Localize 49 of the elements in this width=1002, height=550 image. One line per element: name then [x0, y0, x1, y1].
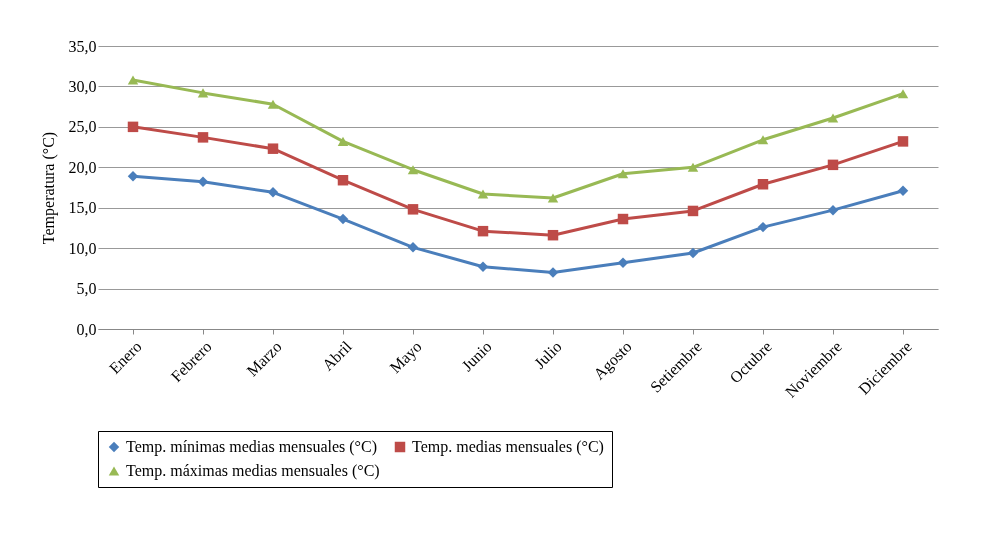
y-tick-label: 25,0 — [68, 118, 97, 136]
point — [617, 257, 629, 268]
point — [407, 165, 419, 175]
y-tick-label: 10,0 — [68, 239, 97, 257]
point — [547, 229, 559, 241]
point — [757, 179, 769, 190]
point — [407, 204, 419, 215]
point — [897, 89, 909, 99]
y-axis-title: Temperatura (°C) — [39, 131, 58, 245]
point — [687, 162, 699, 172]
point — [407, 242, 419, 253]
point — [617, 213, 629, 225]
legend-label: Temp. medias mensuales (°C) — [412, 438, 604, 456]
x-tick-label: Julio — [530, 337, 565, 372]
point — [687, 247, 699, 259]
point — [197, 132, 209, 143]
y-tick-label: 15,0 — [68, 199, 97, 217]
point — [827, 113, 839, 123]
point — [477, 261, 489, 272]
point — [757, 221, 769, 233]
point — [827, 204, 839, 216]
y-tick-label: 35,0 — [68, 37, 97, 55]
point — [547, 267, 559, 278]
y-tick-label: 30,0 — [68, 77, 97, 95]
point — [897, 185, 909, 196]
point — [127, 121, 139, 133]
point — [477, 189, 489, 199]
point — [127, 170, 139, 182]
y-tick-label: 20,0 — [68, 158, 97, 176]
legend-label: Temp. máximas medias mensuales (°C) — [126, 462, 380, 480]
point — [547, 193, 559, 203]
point — [127, 75, 139, 85]
point — [197, 88, 209, 98]
point — [337, 136, 349, 146]
legend-label: Temp. mínimas medias mensuales (°C) — [126, 438, 378, 456]
point — [757, 135, 769, 145]
point — [337, 213, 349, 225]
point — [827, 159, 839, 171]
y-tick-label: 5,0 — [76, 280, 97, 298]
y-tick-label: 0,0 — [76, 320, 97, 338]
point — [617, 169, 629, 179]
point — [477, 225, 489, 237]
point — [197, 176, 209, 188]
point — [337, 174, 349, 186]
point — [267, 143, 279, 154]
point — [687, 205, 699, 217]
point — [267, 99, 279, 109]
point — [897, 136, 909, 147]
point — [267, 187, 279, 198]
